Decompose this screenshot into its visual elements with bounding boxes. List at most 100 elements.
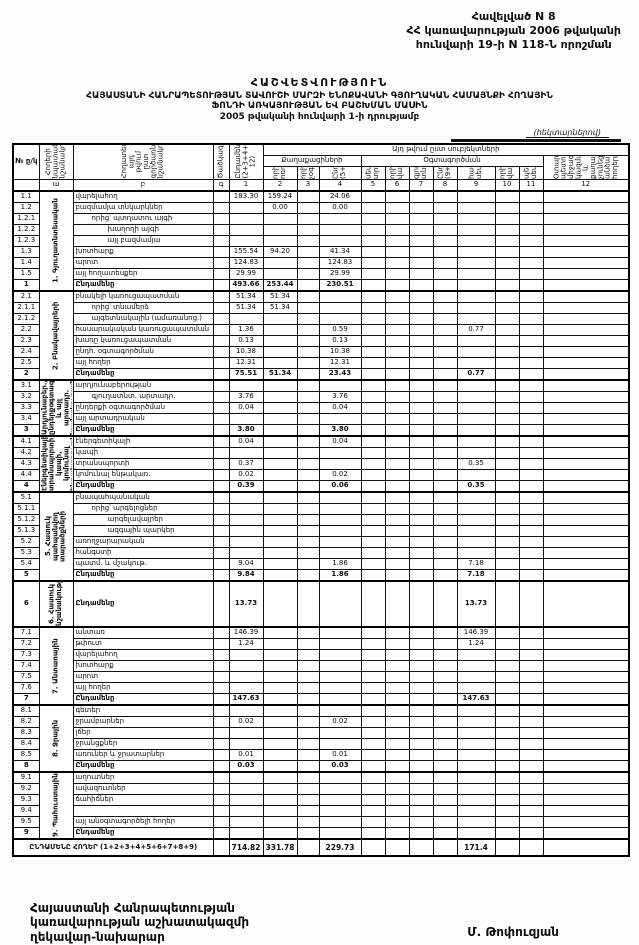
signature-name: Մ. Թոփուզյան — [467, 925, 559, 939]
row-number: 5.1 — [12, 491, 40, 504]
unit-note: (հեկտարներով) — [525, 128, 609, 138]
cell-col-12 — [542, 480, 630, 493]
section-label: 1. Գյուղատնտեսական — [39, 191, 73, 291]
cell-col-2 — [262, 357, 298, 369]
cell-col-6 — [384, 424, 410, 437]
land-type-name: վարելահող — [72, 649, 214, 661]
row-number: 1.4 — [12, 257, 40, 269]
col-header-purpose: Հողերի նպատակային նշանակությունը — [39, 144, 73, 180]
cell-col-5 — [360, 491, 386, 504]
code-cell — [212, 716, 230, 728]
land-type-name: որից՝ տնամերձ — [72, 302, 214, 314]
cell-col-10 — [494, 368, 520, 381]
grand-code-cell — [212, 838, 230, 857]
cell-col-9 — [318, 626, 362, 639]
cell-col-7 — [408, 413, 434, 425]
cell-col-8 — [432, 469, 458, 481]
cell-col-5 — [360, 346, 386, 358]
land-type-name: Ընդամենը — [72, 424, 214, 437]
grand-cell-col-11 — [518, 838, 544, 857]
cell-col-9 — [318, 671, 362, 683]
cell-col-3 — [296, 458, 320, 470]
table-row: 7.6 այլ հողեր — [12, 682, 630, 694]
numbering-cell-6: 3 — [296, 179, 320, 192]
cell-col-13 — [456, 379, 496, 392]
cell-col-10 — [494, 760, 520, 773]
cell-col-3 — [296, 558, 320, 570]
cell-col-8 — [432, 671, 458, 683]
cell-col-3 — [296, 738, 320, 750]
cell-col-7 — [408, 346, 434, 358]
land-type-name: արոտ — [72, 671, 214, 683]
cell-col-3 — [296, 379, 320, 392]
code-cell — [212, 391, 230, 403]
cell-col-3 — [296, 190, 320, 203]
cell-col-6 — [384, 402, 410, 414]
cell-col-2: 0.00 — [262, 202, 298, 214]
cell-col-13: 0.35 — [456, 458, 496, 470]
col-header-11: պետական սեփականության — [519, 166, 543, 180]
cell-col-13 — [456, 190, 496, 203]
land-type-name: խոտհարք — [72, 660, 214, 672]
cell-col-2: 51.34 — [262, 302, 298, 314]
cell-col-8 — [432, 749, 458, 761]
cell-col-3 — [296, 536, 320, 548]
code-cell — [212, 324, 230, 336]
table-row: 3.3 ընդերքի օգտագործման 0.04 0.04 — [12, 402, 630, 414]
code-cell — [212, 816, 230, 828]
cell-col-1 — [228, 491, 264, 504]
table-row: 4.2 կապի — [12, 447, 630, 459]
cell-col-10 — [494, 638, 520, 650]
row-number: 3 — [12, 424, 40, 437]
cell-col-5 — [360, 257, 386, 269]
row-number: 8.3 — [12, 727, 40, 739]
table-row: 1.5 այլ հողատեսքեր 29.99 29.99 — [12, 268, 630, 280]
cell-col-8 — [432, 503, 458, 515]
cell-col-10 — [494, 447, 520, 459]
cell-col-7 — [408, 447, 434, 459]
cell-col-11 — [518, 783, 544, 795]
row-number: 4.1 — [12, 435, 40, 448]
numbering-cell-4: 1 — [228, 179, 264, 192]
cell-col-8 — [432, 783, 458, 795]
cell-col-2 — [262, 749, 298, 761]
cell-col-6 — [384, 435, 410, 448]
land-type-name: արոտ — [72, 257, 214, 269]
cell-col-7 — [408, 783, 434, 795]
cell-col-10 — [494, 503, 520, 515]
numbering-cell-5: 2 — [262, 179, 298, 192]
cell-col-3 — [296, 324, 320, 336]
cell-col-5 — [360, 268, 386, 280]
cell-col-10 — [494, 816, 520, 828]
cell-col-12 — [542, 458, 630, 470]
land-type-name: այգետնակային (ամառանոց.) — [72, 313, 214, 325]
cell-col-7 — [408, 827, 434, 840]
cell-col-7 — [408, 649, 434, 661]
cell-col-1 — [228, 805, 264, 817]
cell-col-10 — [494, 257, 520, 269]
cell-col-13 — [456, 727, 496, 739]
land-type-name: Ընդամենը — [72, 827, 214, 840]
cell-col-6 — [384, 290, 410, 303]
cell-col-13 — [456, 447, 496, 459]
code-cell — [212, 435, 230, 448]
cell-col-12 — [542, 246, 630, 258]
cell-col-6 — [384, 391, 410, 403]
col-header-5: սեփականություն տրված — [361, 166, 385, 180]
code-cell — [212, 827, 230, 840]
cell-col-2 — [262, 716, 298, 728]
cell-col-9: 41.34 — [318, 246, 362, 258]
cell-col-13 — [456, 357, 496, 369]
cell-col-3 — [296, 257, 320, 269]
cell-col-9: 0.03 — [318, 760, 362, 773]
cell-col-9: 0.01 — [318, 749, 362, 761]
table-row: 1.1 1. Գյուղատնտեսական վարելահող 183.30 159.… — [12, 190, 630, 291]
cell-col-12 — [542, 525, 630, 537]
cell-col-11 — [518, 335, 544, 347]
cell-col-13 — [456, 213, 496, 225]
land-type-name: Ընդամենը — [72, 480, 214, 493]
cell-col-11 — [518, 503, 544, 515]
cell-col-3 — [296, 480, 320, 493]
cell-col-13 — [456, 525, 496, 537]
cell-col-5 — [360, 368, 386, 381]
